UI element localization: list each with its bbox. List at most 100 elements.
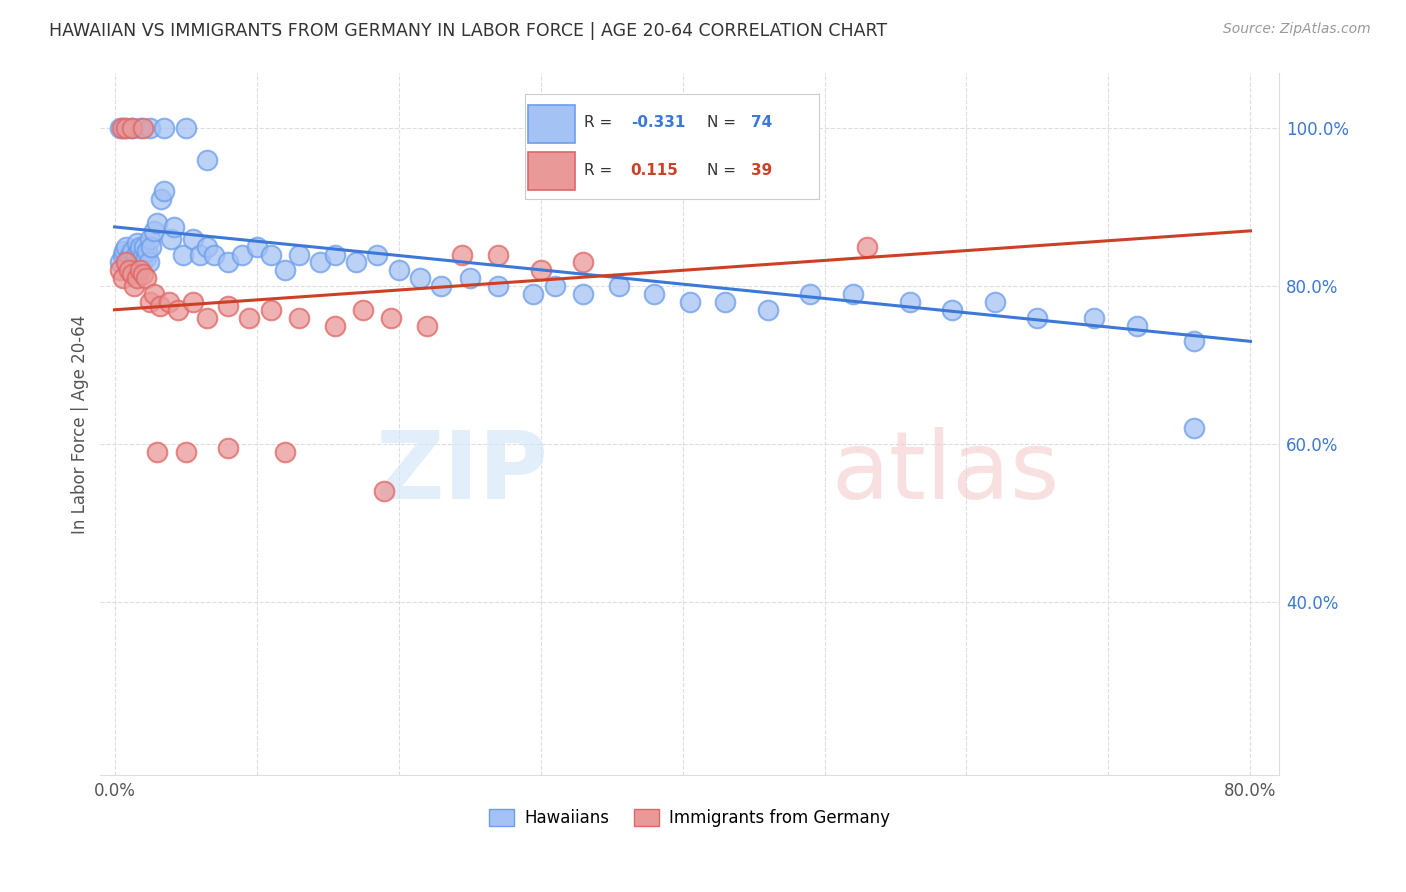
Point <box>121 267 143 281</box>
Point <box>110 121 132 136</box>
Point <box>260 302 283 317</box>
Point <box>217 255 239 269</box>
Point <box>136 244 159 258</box>
Point <box>529 263 551 277</box>
Point <box>153 185 176 199</box>
Point <box>238 310 260 325</box>
Point <box>135 271 157 285</box>
Point <box>231 247 253 261</box>
Point <box>129 121 152 136</box>
Point <box>274 263 297 277</box>
Point <box>127 271 149 285</box>
Point <box>110 255 132 269</box>
Point <box>134 239 156 253</box>
Point <box>984 294 1007 309</box>
Point <box>111 121 134 136</box>
Point <box>118 263 141 277</box>
Text: HAWAIIAN VS IMMIGRANTS FROM GERMANY IN LABOR FORCE | AGE 20-64 CORRELATION CHART: HAWAIIAN VS IMMIGRANTS FROM GERMANY IN L… <box>49 22 887 40</box>
Point <box>150 192 173 206</box>
Point <box>115 239 138 253</box>
Point <box>486 279 509 293</box>
Point <box>416 318 439 333</box>
Point <box>380 310 402 325</box>
Point <box>132 247 155 261</box>
Point <box>132 121 155 136</box>
Point <box>125 247 148 261</box>
Point <box>195 153 218 167</box>
Point <box>217 299 239 313</box>
Point <box>146 216 169 230</box>
Point <box>160 232 183 246</box>
Point <box>146 445 169 459</box>
Point <box>323 318 346 333</box>
Point <box>172 247 194 261</box>
Point <box>387 263 409 277</box>
Point <box>110 263 132 277</box>
Point <box>128 244 150 258</box>
Point <box>458 271 481 285</box>
Point <box>132 267 155 281</box>
Point <box>409 271 432 285</box>
Point <box>112 271 135 285</box>
Point <box>245 239 267 253</box>
Point <box>643 287 665 301</box>
Point <box>115 255 138 269</box>
Point <box>124 255 146 269</box>
Text: ZIP: ZIP <box>375 427 548 519</box>
Point <box>856 239 879 253</box>
Point <box>153 121 176 136</box>
Point <box>323 247 346 261</box>
Point <box>217 441 239 455</box>
Point <box>195 310 218 325</box>
Point <box>309 255 332 269</box>
Point <box>607 279 630 293</box>
Point <box>124 279 146 293</box>
Point <box>202 247 225 261</box>
Point <box>1083 310 1105 325</box>
Point <box>941 302 963 317</box>
Point <box>174 121 197 136</box>
Point <box>288 310 311 325</box>
Point <box>260 247 283 261</box>
Point <box>714 294 737 309</box>
Point <box>572 255 595 269</box>
Point <box>486 247 509 261</box>
Point <box>135 252 157 266</box>
Point <box>544 279 567 293</box>
Point <box>1126 318 1149 333</box>
Point <box>143 224 166 238</box>
Point <box>141 239 163 253</box>
Point <box>112 247 135 261</box>
Point <box>149 299 172 313</box>
Point <box>129 239 152 253</box>
Point <box>898 294 921 309</box>
Point <box>572 287 595 301</box>
Point <box>122 263 145 277</box>
Point <box>157 294 180 309</box>
Point <box>288 247 311 261</box>
Point <box>799 287 821 301</box>
Point <box>195 239 218 253</box>
Point <box>1026 310 1049 325</box>
Point <box>352 302 374 317</box>
Point <box>678 294 700 309</box>
Point <box>118 252 141 266</box>
Point <box>167 302 190 317</box>
Point <box>188 247 211 261</box>
Point <box>143 287 166 301</box>
Point <box>117 260 139 274</box>
Point <box>121 121 143 136</box>
Text: Source: ZipAtlas.com: Source: ZipAtlas.com <box>1223 22 1371 37</box>
Point <box>163 219 186 234</box>
Point <box>451 247 474 261</box>
Point <box>139 294 162 309</box>
Legend: Hawaiians, Immigrants from Germany: Hawaiians, Immigrants from Germany <box>482 803 897 834</box>
Point <box>114 244 136 258</box>
Y-axis label: In Labor Force | Age 20-64: In Labor Force | Age 20-64 <box>72 315 89 533</box>
Point <box>131 255 153 269</box>
Point <box>121 121 143 136</box>
Point <box>756 302 779 317</box>
Point <box>430 279 453 293</box>
Point <box>115 121 138 136</box>
Point <box>121 244 143 258</box>
